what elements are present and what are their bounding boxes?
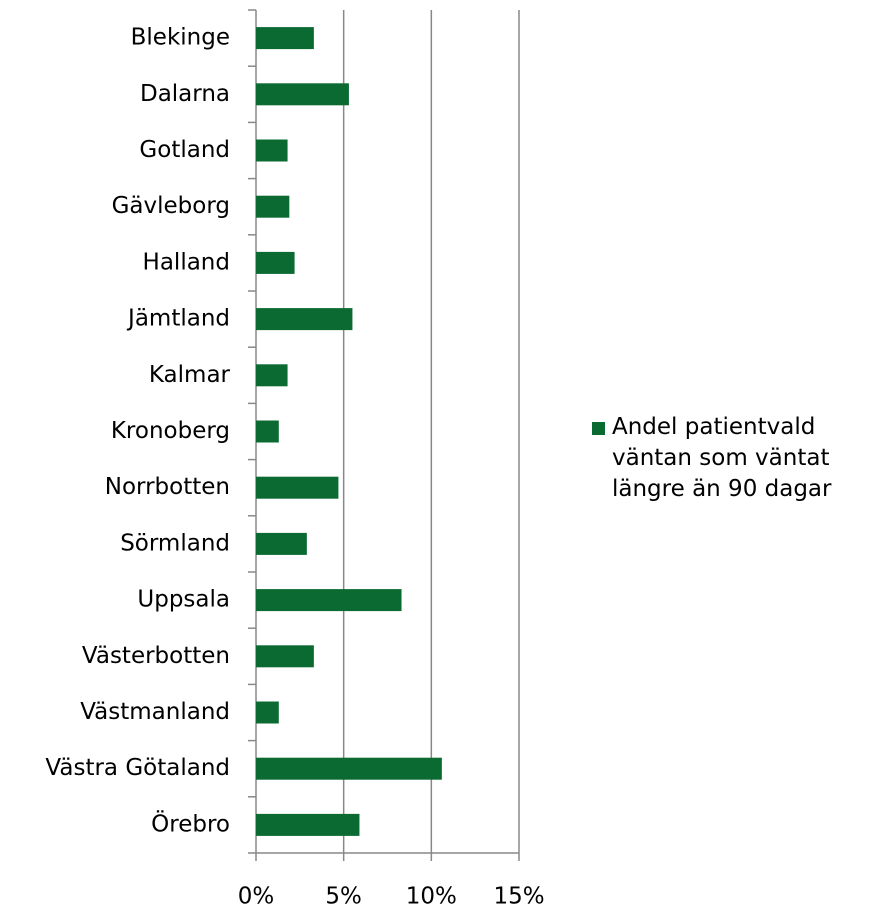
x-tick-label: 0% xyxy=(238,884,275,910)
legend: Andel patientvald väntan som väntat läng… xyxy=(592,412,854,505)
y-tick-label: Sörmland xyxy=(120,530,230,556)
bar xyxy=(256,476,339,499)
bar xyxy=(256,27,314,50)
y-tick-label: Västmanland xyxy=(80,699,230,725)
y-tick-label: Dalarna xyxy=(140,81,230,107)
bar xyxy=(256,251,295,274)
y-tick-label: Norrbotten xyxy=(105,474,230,500)
bar xyxy=(256,813,360,836)
legend-label: Andel patientvald väntan som väntat läng… xyxy=(612,414,832,502)
bar xyxy=(256,195,290,218)
y-tick-label: Gävleborg xyxy=(112,193,230,219)
y-tick-label: Örebro xyxy=(151,809,230,837)
bar xyxy=(256,364,288,387)
bar xyxy=(256,83,349,106)
bar xyxy=(256,645,314,668)
y-tick-label: Uppsala xyxy=(137,587,230,613)
x-tick-label: 15% xyxy=(493,884,544,910)
y-tick-label: Gotland xyxy=(139,137,230,163)
legend-swatch xyxy=(592,422,605,435)
bar xyxy=(256,701,279,724)
y-tick-label: Kronoberg xyxy=(111,418,230,444)
y-tick-label: Kalmar xyxy=(149,362,231,388)
x-tick-label: 5% xyxy=(325,884,362,910)
bar xyxy=(256,757,442,780)
y-tick-label: Jämtland xyxy=(126,306,230,332)
x-tick-label: 10% xyxy=(406,884,457,910)
bar xyxy=(256,139,288,162)
bar xyxy=(256,589,402,612)
y-tick-label: Blekinge xyxy=(131,25,230,51)
bar xyxy=(256,420,279,443)
y-tick-label: Västerbotten xyxy=(82,643,230,669)
y-tick-label: Västra Götaland xyxy=(45,755,230,781)
bar xyxy=(256,308,353,331)
bar xyxy=(256,532,307,555)
y-tick-label: Halland xyxy=(143,249,230,275)
